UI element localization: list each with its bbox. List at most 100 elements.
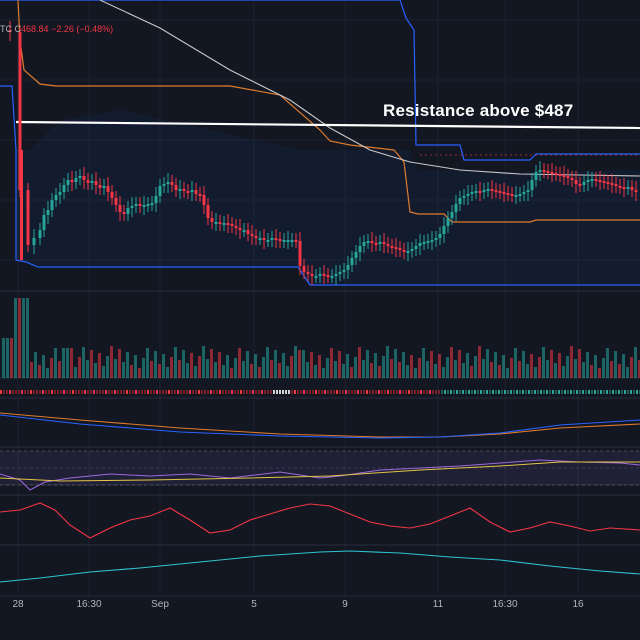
- candle-body: [258, 238, 262, 240]
- candle-body: [254, 236, 258, 238]
- x-tick-label: 16:30: [492, 599, 518, 610]
- candle-body: [366, 241, 370, 243]
- volume-bar: [242, 361, 245, 378]
- volume-bar: [214, 362, 217, 378]
- oscillator-cell: [606, 390, 608, 394]
- candle-body: [234, 226, 238, 228]
- volume-bar: [546, 360, 549, 378]
- candle-body: [82, 176, 86, 180]
- oscillator-cell: [99, 390, 101, 394]
- volume-bar: [414, 368, 417, 378]
- oscillator-cell: [183, 390, 185, 394]
- oscillator-cell: [429, 390, 431, 394]
- oscillator-cell: [492, 390, 494, 394]
- volume-bar: [402, 352, 405, 378]
- volume-bar: [138, 368, 141, 378]
- volume-bar: [450, 347, 453, 378]
- oscillator-cell: [258, 390, 260, 394]
- volume-bar: [306, 362, 309, 378]
- oscillator-cell: [636, 390, 638, 394]
- volume-bar: [542, 347, 545, 378]
- oscillator-cell: [318, 390, 320, 394]
- candle-body: [194, 190, 198, 194]
- oscillator-cell: [432, 390, 434, 394]
- volume-bar: [614, 351, 617, 378]
- oscillator-cell: [192, 390, 194, 394]
- oscillator-cell: [105, 390, 107, 394]
- candle-body: [150, 203, 154, 205]
- volume-bar: [534, 367, 537, 378]
- oscillator-cell: [573, 390, 575, 394]
- oscillator-cell: [93, 390, 95, 394]
- candle-body: [606, 182, 610, 184]
- oscillator-cell: [453, 390, 455, 394]
- resistance-annotation: Resistance above $487: [383, 101, 574, 120]
- candle-body: [354, 252, 358, 258]
- volume-bar: [46, 368, 49, 378]
- oscillator-cell: [474, 390, 476, 394]
- oscillator-cell: [618, 390, 620, 394]
- candle-body: [182, 189, 186, 191]
- grid-lines: [0, 0, 640, 597]
- oscillator-cell: [300, 390, 302, 394]
- volume-bar: [114, 359, 117, 378]
- oscillator-cell: [288, 390, 290, 394]
- candle-body: [146, 204, 150, 206]
- volume-bar: [358, 347, 361, 378]
- volume-bar: [178, 360, 181, 378]
- candle-body: [246, 230, 250, 234]
- candle-body: [546, 171, 550, 173]
- oscillator-cell: [564, 390, 566, 394]
- volume-bar: [326, 358, 329, 378]
- oscillator-cell: [27, 390, 29, 394]
- volume-bar: [318, 355, 321, 378]
- volume-bar: [126, 352, 129, 378]
- candle-body: [62, 185, 66, 192]
- candle-body: [266, 240, 270, 242]
- candle-body: [362, 242, 366, 246]
- oscillator-cell: [603, 390, 605, 394]
- oscillator-cell: [123, 390, 125, 394]
- candle-body: [522, 192, 526, 194]
- channel-upper-line: [0, 0, 640, 161]
- volume-bar: [170, 357, 173, 378]
- oscillator-cell: [315, 390, 317, 394]
- ma-long-line: [0, 412, 640, 438]
- oscillator-cell: [114, 390, 116, 394]
- x-tick-label: 16:30: [76, 599, 102, 610]
- candle-body: [186, 191, 190, 193]
- oscillator-cell: [384, 390, 386, 394]
- volume-bar: [598, 368, 601, 378]
- volume-bar: [582, 362, 585, 378]
- candle-body: [610, 183, 614, 185]
- oscillator-cell: [249, 390, 251, 394]
- candle-body: [158, 186, 162, 196]
- volume-bar: [522, 351, 525, 378]
- volume-bar: [258, 367, 261, 378]
- oscillator-cell: [234, 390, 236, 394]
- volume-bar: [202, 346, 205, 378]
- oscillator-cell: [585, 390, 587, 394]
- volume-bar: [190, 353, 193, 378]
- volume-bar: [210, 349, 213, 378]
- volume-bar: [398, 362, 401, 378]
- volume-bar: [370, 363, 373, 378]
- oscillator-cell: [330, 390, 332, 394]
- oscillator-cell: [333, 390, 335, 394]
- volume-bar: [630, 357, 633, 378]
- volume-bar: [618, 364, 621, 378]
- oscillator-cell: [303, 390, 305, 394]
- candle-body: [78, 176, 82, 178]
- volume-bar: [66, 348, 69, 378]
- oscillator-cell: [534, 390, 536, 394]
- oscillator-cell: [168, 390, 170, 394]
- candle-body: [250, 234, 254, 236]
- oscillator-cell: [396, 390, 398, 394]
- oscillator-cell: [519, 390, 521, 394]
- oscillator-cell: [153, 390, 155, 394]
- oscillator-cell: [24, 390, 26, 394]
- oscillator-cell: [156, 390, 158, 394]
- oscillator-cell: [132, 390, 134, 394]
- volume-bar: [330, 348, 333, 378]
